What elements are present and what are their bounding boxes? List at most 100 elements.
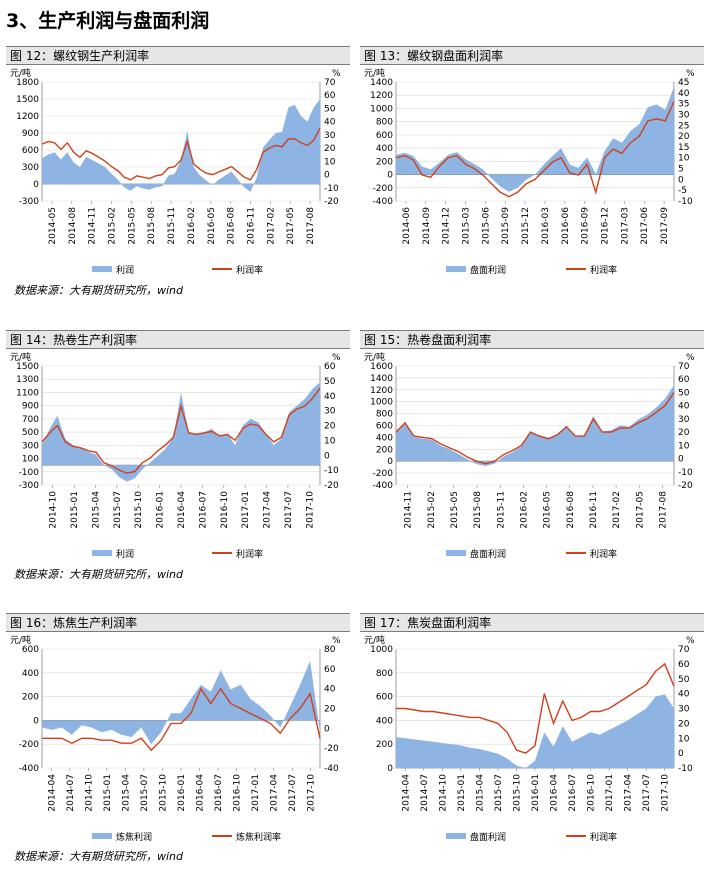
legend-swatch-area: [92, 266, 112, 272]
chart-svg: 元/吨 % 0 200 400 600 800 1000 -10 0 10 20 30 40 50 60 70 2…: [364, 634, 695, 843]
right-tick-label: 40: [324, 685, 336, 695]
x-tick-label: 2017-05: [286, 207, 296, 245]
x-tick-label: 2016-07: [568, 774, 578, 812]
x-tick-label: 2016-06: [561, 207, 571, 245]
right-tick-label: 70: [678, 362, 690, 372]
left-tick-label: 500: [22, 428, 39, 438]
left-tick-label: 700: [22, 415, 39, 425]
left-tick-label: 900: [22, 129, 39, 139]
left-axis-unit: 元/吨: [364, 634, 385, 646]
left-tick-label: 1200: [370, 91, 393, 101]
x-tick-label: 2014-07: [420, 774, 430, 812]
legend-label-area: 利润: [116, 264, 134, 276]
left-tick-label: 300: [22, 163, 39, 173]
legend-swatch-area: [446, 833, 466, 839]
x-tick-label: 2016-04: [196, 774, 206, 812]
x-tick-label: 2016-04: [177, 491, 187, 529]
right-tick-label: 0: [324, 171, 330, 181]
x-tick-label: 2017-10: [307, 774, 317, 812]
x-tick-label: 2016-01: [156, 491, 166, 529]
legend-label-line: 利润率: [236, 264, 263, 276]
data-source-note: 数据来源：大有期货研究所，wind: [14, 568, 184, 581]
left-tick-label: 1000: [370, 398, 393, 408]
x-tick-label: 2015-11: [496, 491, 506, 529]
left-tick-label: 1500: [16, 95, 39, 105]
x-tick-label: 2015-07: [113, 491, 123, 529]
x-tick-label: 2015-08: [147, 207, 157, 245]
x-tick-label: 2016-05: [207, 207, 217, 245]
x-tick-label: 2017-06: [640, 207, 650, 245]
left-tick-label: -300: [19, 481, 40, 491]
right-axis-unit: %: [686, 636, 695, 646]
left-tick-label: 600: [376, 422, 393, 432]
right-tick-label: 60: [678, 375, 690, 385]
chart-title: 图 13：螺纹钢盘面利润率: [360, 46, 704, 65]
x-tick-label: 2015-08: [473, 491, 483, 529]
x-tick-label: 2017-10: [661, 774, 671, 812]
right-tick-label: 20: [324, 422, 336, 432]
left-tick-label: 200: [376, 740, 393, 750]
left-tick-label: 600: [22, 146, 39, 156]
right-tick-label: -10: [324, 184, 339, 194]
legend-label-line: 利润率: [590, 831, 617, 843]
left-tick-label: 0: [387, 171, 393, 181]
x-tick-label: 2014-07: [66, 774, 76, 812]
x-tick-label: 2015-04: [475, 774, 485, 812]
left-tick-label: 600: [376, 693, 393, 703]
right-tick-label: 50: [324, 104, 336, 114]
x-tick-label: 2016-11: [589, 491, 599, 529]
left-tick-label: 600: [22, 645, 39, 655]
right-tick-label: -10: [678, 468, 693, 478]
right-tick-label: 40: [678, 89, 690, 99]
right-tick-label: -20: [678, 481, 693, 491]
x-tick-label: 2017-09: [660, 207, 670, 245]
x-tick-label: 2014-10: [84, 774, 94, 812]
x-tick-label: 2017-01: [241, 491, 251, 529]
x-tick-label: 2015-01: [103, 774, 113, 812]
chart-svg: 元/吨 % -300 0 300 600 900 1200 1500 1800 -20 -10 0 10 2…: [10, 67, 341, 276]
right-axis-unit: %: [686, 69, 695, 79]
chart-title: 图 15：热卷盘面利润率: [360, 330, 704, 349]
right-axis-unit: %: [332, 636, 341, 646]
x-tick-label: 2015-06: [481, 207, 491, 245]
right-tick-label: 50: [324, 377, 336, 387]
x-tick-label: 2016-01: [531, 774, 541, 812]
x-tick-label: 2014-08: [68, 207, 78, 245]
right-tick-label: 20: [324, 705, 336, 715]
x-tick-label: 2015-02: [427, 491, 437, 529]
left-tick-label: 1200: [16, 112, 39, 122]
left-tick-label: 900: [22, 402, 39, 412]
right-tick-label: 10: [324, 436, 336, 446]
chart-svg: 元/吨 %-400-2000200400600800100012001400160…: [364, 351, 695, 560]
left-tick-label: 300: [22, 441, 39, 451]
x-tick-label: 2016-05: [543, 491, 553, 529]
area-series-利润: [42, 99, 320, 192]
x-tick-label: 2014-10: [438, 774, 448, 812]
x-tick-label: 2016-07: [214, 774, 224, 812]
x-tick-label: 2016-09: [581, 207, 591, 245]
left-tick-label: 1000: [370, 645, 393, 655]
right-tick-label: 20: [678, 132, 690, 142]
area-series-利润: [42, 382, 320, 482]
left-tick-label: 1100: [16, 388, 39, 398]
left-tick-label: -400: [373, 481, 394, 491]
x-tick-label: 2016-10: [233, 774, 243, 812]
left-tick-label: 1400: [370, 374, 393, 384]
x-tick-label: 2017-01: [251, 774, 261, 812]
left-tick-label: 800: [376, 410, 393, 420]
x-tick-label: 2016-10: [220, 491, 230, 529]
x-tick-label: 2014-06: [402, 207, 412, 245]
legend-label-area: 利润: [116, 548, 134, 560]
right-tick-label: -20: [324, 481, 339, 491]
legend-label-line: 利润率: [590, 548, 617, 560]
left-tick-label: 400: [376, 144, 393, 154]
chart-svg: 元/吨 %-400-2000200400600800100012001400-10…: [364, 67, 695, 276]
right-axis-unit: %: [332, 69, 341, 79]
x-tick-label: 2016-02: [519, 491, 529, 529]
left-tick-label: 400: [22, 669, 39, 679]
right-tick-label: 10: [324, 157, 336, 167]
legend-swatch-area: [446, 266, 466, 272]
left-tick-label: 600: [376, 131, 393, 141]
right-tick-label: -40: [324, 764, 339, 774]
x-tick-label: 2015-01: [70, 491, 80, 529]
